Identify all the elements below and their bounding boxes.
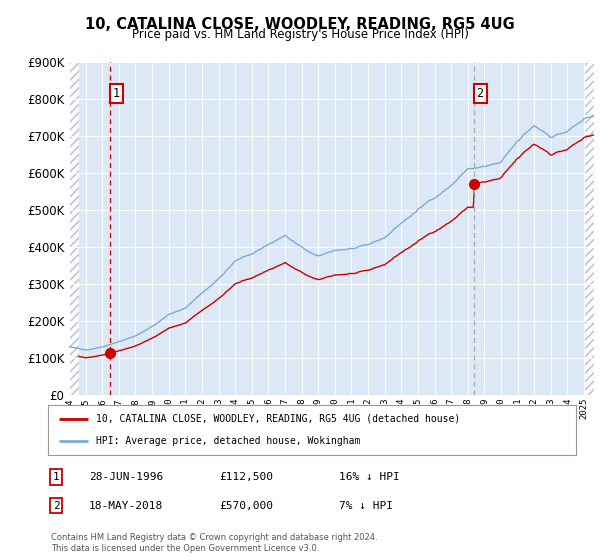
Text: 2: 2 [53,501,59,511]
Text: HPI: Average price, detached house, Wokingham: HPI: Average price, detached house, Woki… [95,436,360,446]
Text: £570,000: £570,000 [219,501,273,511]
Text: 18-MAY-2018: 18-MAY-2018 [89,501,163,511]
Text: 2: 2 [476,87,484,100]
Text: Contains HM Land Registry data © Crown copyright and database right 2024.
This d: Contains HM Land Registry data © Crown c… [51,534,377,553]
Text: £112,500: £112,500 [219,472,273,482]
Text: 16% ↓ HPI: 16% ↓ HPI [339,472,400,482]
Text: Price paid vs. HM Land Registry's House Price Index (HPI): Price paid vs. HM Land Registry's House … [131,28,469,41]
Text: 28-JUN-1996: 28-JUN-1996 [89,472,163,482]
Text: 1: 1 [113,87,120,100]
Text: 1: 1 [53,472,59,482]
Text: 10, CATALINA CLOSE, WOODLEY, READING, RG5 4UG (detached house): 10, CATALINA CLOSE, WOODLEY, READING, RG… [95,414,460,424]
Text: 10, CATALINA CLOSE, WOODLEY, READING, RG5 4UG: 10, CATALINA CLOSE, WOODLEY, READING, RG… [85,17,515,32]
Text: 7% ↓ HPI: 7% ↓ HPI [339,501,393,511]
